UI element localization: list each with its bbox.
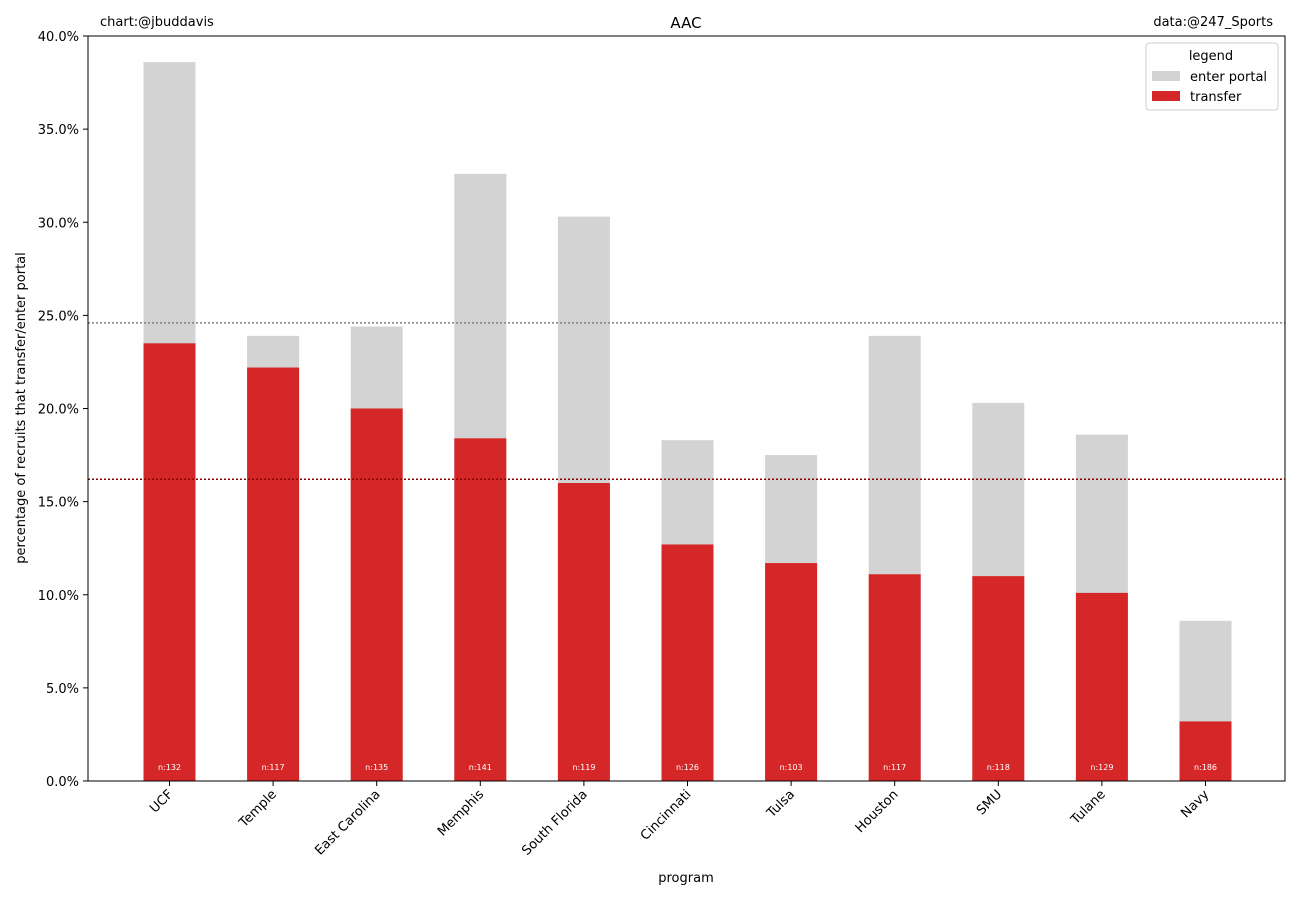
bar-transfer-tulsa <box>765 563 818 781</box>
n-label: n:186 <box>1194 763 1217 772</box>
bar-transfer-ucf <box>143 343 196 781</box>
y-tick-label: 20.0% <box>38 403 79 418</box>
legend: legend enter portal transfer <box>1145 42 1279 111</box>
bar-transfer-east-carolina <box>350 408 403 781</box>
bars-group <box>143 62 1232 782</box>
y-tick-label: 10.0% <box>38 589 79 604</box>
n-label: n:132 <box>158 763 181 772</box>
legend-label-transfer: transfer <box>1190 90 1242 105</box>
n-label: n:118 <box>987 763 1010 772</box>
bar-transfer-temple <box>247 367 300 781</box>
x-tick-label: SMU <box>974 787 1005 818</box>
n-label: n:126 <box>676 763 699 772</box>
y-tick-label: 5.0% <box>46 682 79 697</box>
legend-label-enter-portal: enter portal <box>1190 70 1267 85</box>
x-tick-label: South Florida <box>519 787 591 859</box>
y-axis: 0.0% 5.0% 10.0% 15.0% 20.0% 25.0% 30.0% 35.0% 40… <box>38 30 88 790</box>
n-label: n:103 <box>780 763 803 772</box>
n-label: n:141 <box>469 763 492 772</box>
bar-transfer-tulane <box>1075 592 1128 781</box>
x-tick-label: Navy <box>1178 787 1212 821</box>
y-axis-title: percentage of recruits that transfer/ent… <box>14 252 29 564</box>
y-tick-label: 40.0% <box>38 30 79 45</box>
x-tick-label: Tulsa <box>764 787 798 821</box>
x-tick-label: Temple <box>236 787 280 831</box>
bar-transfer-houston <box>868 574 921 781</box>
bar-transfer-navy <box>1179 721 1232 781</box>
x-tick-label: East Carolina <box>312 787 383 858</box>
x-axis: UCF Temple East Carolina Memphis South Flori… <box>147 781 1213 859</box>
y-tick-label: 0.0% <box>46 775 79 790</box>
y-tick-label: 15.0% <box>38 496 79 511</box>
y-tick-label: 30.0% <box>38 216 79 231</box>
legend-title: legend <box>1189 49 1233 64</box>
legend-swatch-enter-portal <box>1152 71 1180 81</box>
chart-title: AAC <box>670 14 701 32</box>
x-tick-label: Houston <box>853 787 902 836</box>
legend-swatch-transfer <box>1152 91 1180 101</box>
x-tick-label: Tulane <box>1068 787 1109 828</box>
bar-transfer-cincinnati <box>661 544 714 781</box>
x-tick-label: UCF <box>147 787 176 816</box>
bar-transfer-smu <box>972 576 1025 781</box>
n-labels-group: n:132 n:117 n:135 n:141 n:119 n:126 n:103 n:117… <box>158 763 1217 772</box>
x-tick-label: Memphis <box>435 787 487 839</box>
y-tick-label: 25.0% <box>38 309 79 324</box>
x-axis-title: program <box>658 871 714 886</box>
reference-lines-group <box>88 322 1285 481</box>
n-label: n:129 <box>1090 763 1113 772</box>
y-tick-label: 35.0% <box>38 123 79 138</box>
n-label: n:119 <box>572 763 595 772</box>
n-label: n:135 <box>365 763 388 772</box>
credit-left: chart:@jbuddavis <box>100 15 214 30</box>
bar-transfer-south-florida <box>557 483 610 781</box>
n-label: n:117 <box>262 763 285 772</box>
credit-right: data:@247_Sports <box>1153 15 1273 30</box>
n-label: n:117 <box>883 763 906 772</box>
bar-transfer-memphis <box>454 438 507 781</box>
x-tick-label: Cincinnati <box>638 787 694 843</box>
